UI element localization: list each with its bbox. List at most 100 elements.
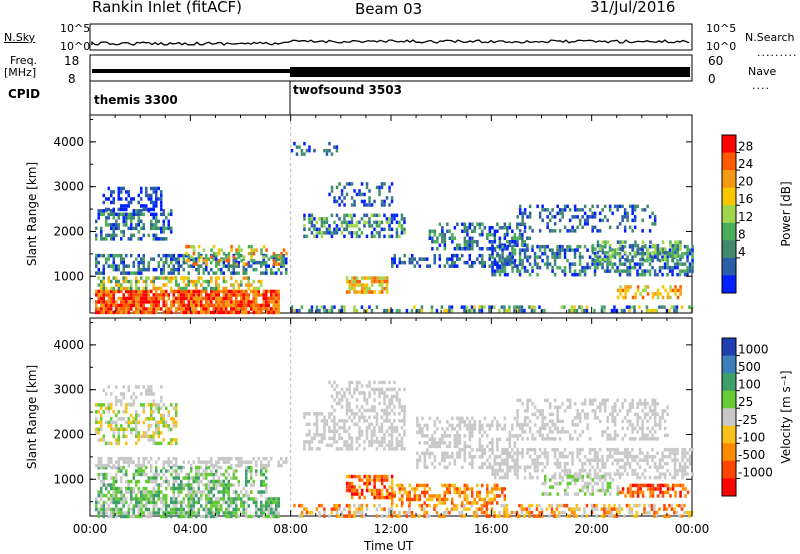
power-cell [546, 222, 549, 226]
vel-cell [416, 462, 419, 466]
power-cell [606, 262, 609, 266]
power-cell [175, 267, 178, 272]
vel-cell [541, 468, 544, 473]
vel-cell [390, 514, 394, 518]
power-cell [155, 204, 158, 208]
power-cell [232, 300, 235, 304]
vel-cell [210, 486, 213, 491]
vel-cell [117, 431, 120, 435]
vel-cell [498, 475, 502, 480]
vel-cell [323, 426, 326, 430]
vel-cell [115, 490, 118, 494]
vel-cell [207, 465, 210, 470]
power-cell [403, 231, 406, 235]
vel-cell [222, 483, 225, 487]
power-cell [152, 310, 155, 315]
vel-cell [368, 408, 371, 413]
power-cell [102, 300, 105, 304]
vel-cell [120, 399, 123, 403]
power-cell [95, 264, 98, 268]
vel-cell [390, 492, 394, 496]
power-cell [120, 310, 123, 315]
vel-cell [100, 465, 103, 470]
power-cell [493, 272, 497, 277]
power-cell [466, 226, 469, 230]
vel-cell [97, 410, 100, 414]
power-cell [150, 257, 153, 261]
vel-cell [172, 424, 175, 428]
vel-cell [488, 501, 491, 505]
vel-cell [262, 463, 265, 468]
power-cell [270, 293, 273, 297]
power-cell [506, 255, 509, 259]
power-cell [599, 243, 602, 248]
power-cell [498, 253, 501, 258]
vel-cell [563, 454, 567, 459]
power-cell [120, 197, 123, 201]
power-cell [170, 209, 173, 213]
vel-cell [628, 503, 631, 508]
vel-cell [383, 394, 386, 399]
vel-cell [270, 500, 273, 505]
power-cell [468, 243, 472, 247]
vel-cell [130, 413, 133, 418]
power-cell [200, 264, 203, 268]
vel-cell [631, 454, 634, 459]
power-cell [470, 308, 474, 313]
power-cell [130, 289, 133, 294]
power-cell [553, 262, 557, 266]
vel-cell [147, 490, 150, 494]
vel-cell [365, 419, 369, 423]
vel-cell [207, 507, 210, 512]
vel-cell [586, 472, 589, 476]
power-cell [453, 226, 457, 230]
vel-cell [333, 380, 336, 385]
power-cell [107, 216, 110, 220]
power-cell [107, 257, 110, 261]
vel-cell [553, 454, 557, 459]
vel-cell [466, 494, 469, 498]
power-cell [646, 247, 650, 251]
vel-cell [137, 456, 140, 461]
vel-cell [423, 434, 427, 438]
power-cell [350, 286, 354, 291]
power-cell [375, 185, 379, 190]
vel-cell [456, 487, 459, 491]
power-cell [205, 253, 208, 258]
nave-tick-low: 0 [708, 72, 716, 86]
power-cell [122, 219, 125, 224]
vel-cell [95, 417, 98, 421]
vel-cell [616, 451, 619, 455]
vel-cell [348, 436, 351, 441]
vel-cell [122, 460, 125, 464]
vel-cell [478, 430, 482, 435]
vel-cell [375, 415, 379, 420]
power-cell [132, 289, 135, 294]
vel-cell [232, 490, 235, 494]
power-cell [285, 271, 288, 275]
power-cell [691, 269, 694, 273]
vel-cell [648, 475, 652, 480]
power-cell [390, 227, 394, 232]
power-cell [528, 211, 532, 216]
power-cell [152, 237, 155, 241]
vel-cell [443, 494, 446, 498]
vel-cell [137, 472, 140, 477]
power-cell [481, 229, 484, 233]
power-cell [152, 233, 155, 238]
power-cell [360, 182, 364, 186]
vel-cell [491, 490, 494, 495]
vel-cell [127, 463, 130, 468]
vel-cell [358, 433, 361, 437]
vel-cell [613, 514, 616, 518]
vel-cell [240, 500, 243, 505]
power-cell [363, 213, 366, 218]
power-cell [285, 251, 288, 256]
vel-cell [560, 510, 564, 515]
vel-cell [142, 420, 145, 425]
vel-cell [375, 419, 379, 423]
vel-cell [120, 469, 123, 473]
vel-cell [370, 433, 374, 437]
power-cell [335, 213, 339, 218]
power-cell [375, 279, 379, 284]
